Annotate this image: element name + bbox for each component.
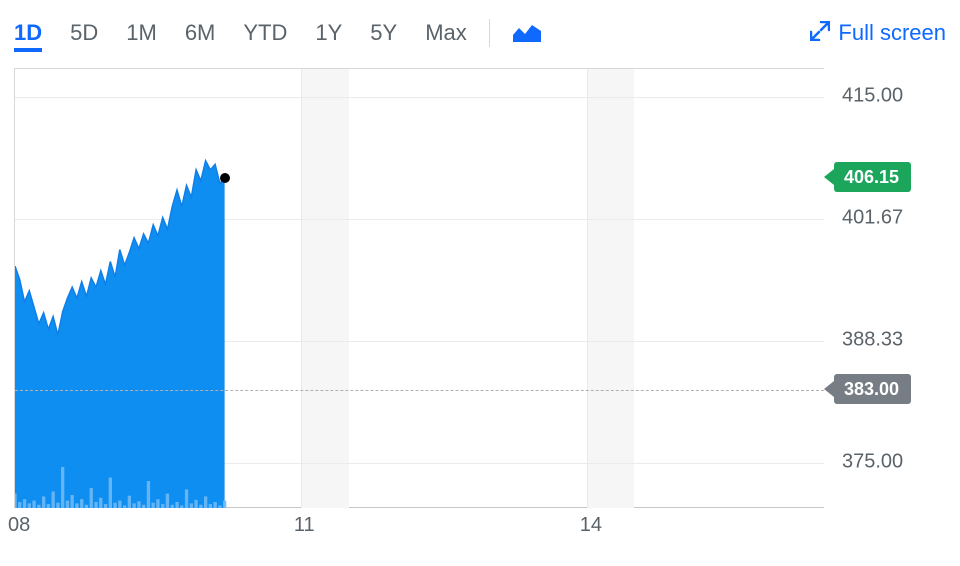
range-tabs: 1D5D1M6MYTD1Y5YMax bbox=[14, 20, 467, 46]
previous-close-line bbox=[15, 390, 824, 391]
range-tab-6m[interactable]: 6M bbox=[185, 20, 216, 46]
y-axis-label: 375.00 bbox=[842, 451, 903, 474]
range-tab-5d[interactable]: 5D bbox=[70, 20, 98, 46]
range-tab-5y[interactable]: 5Y bbox=[370, 20, 397, 46]
range-tab-1d[interactable]: 1D bbox=[14, 20, 42, 52]
area-chart-icon bbox=[512, 22, 542, 44]
x-axis-label: 08 bbox=[8, 514, 30, 537]
previous-close-badge: 383.00 bbox=[834, 374, 911, 404]
y-axis-label: 415.00 bbox=[842, 84, 903, 107]
volume-layer bbox=[15, 69, 824, 508]
range-tab-1y[interactable]: 1Y bbox=[315, 20, 342, 46]
chart-range-toolbar: 1D 5D 1M 6M YTD 1Y 5Y Max Full screen bbox=[14, 10, 946, 56]
range-tab-ytd[interactable]: YTD bbox=[243, 20, 287, 46]
y-axis-label: 401.67 bbox=[842, 206, 903, 229]
chart-plot-region[interactable] bbox=[14, 68, 824, 508]
x-axis-label: 11 bbox=[294, 514, 315, 537]
range-tab-max[interactable]: Max bbox=[425, 20, 467, 46]
fullscreen-label: Full screen bbox=[838, 20, 946, 46]
expand-icon bbox=[810, 21, 830, 45]
price-chart[interactable]: 415.00401.67388.33375.00406.15383.000811… bbox=[14, 56, 946, 556]
fullscreen-button[interactable]: Full screen bbox=[810, 20, 946, 46]
toolbar-divider bbox=[489, 19, 490, 47]
x-axis-label: 14 bbox=[580, 514, 602, 537]
range-tab-1m[interactable]: 1M bbox=[126, 20, 157, 46]
chart-type-button[interactable] bbox=[512, 22, 542, 44]
y-axis-label: 388.33 bbox=[842, 328, 903, 351]
current-price-badge: 406.15 bbox=[834, 162, 911, 192]
